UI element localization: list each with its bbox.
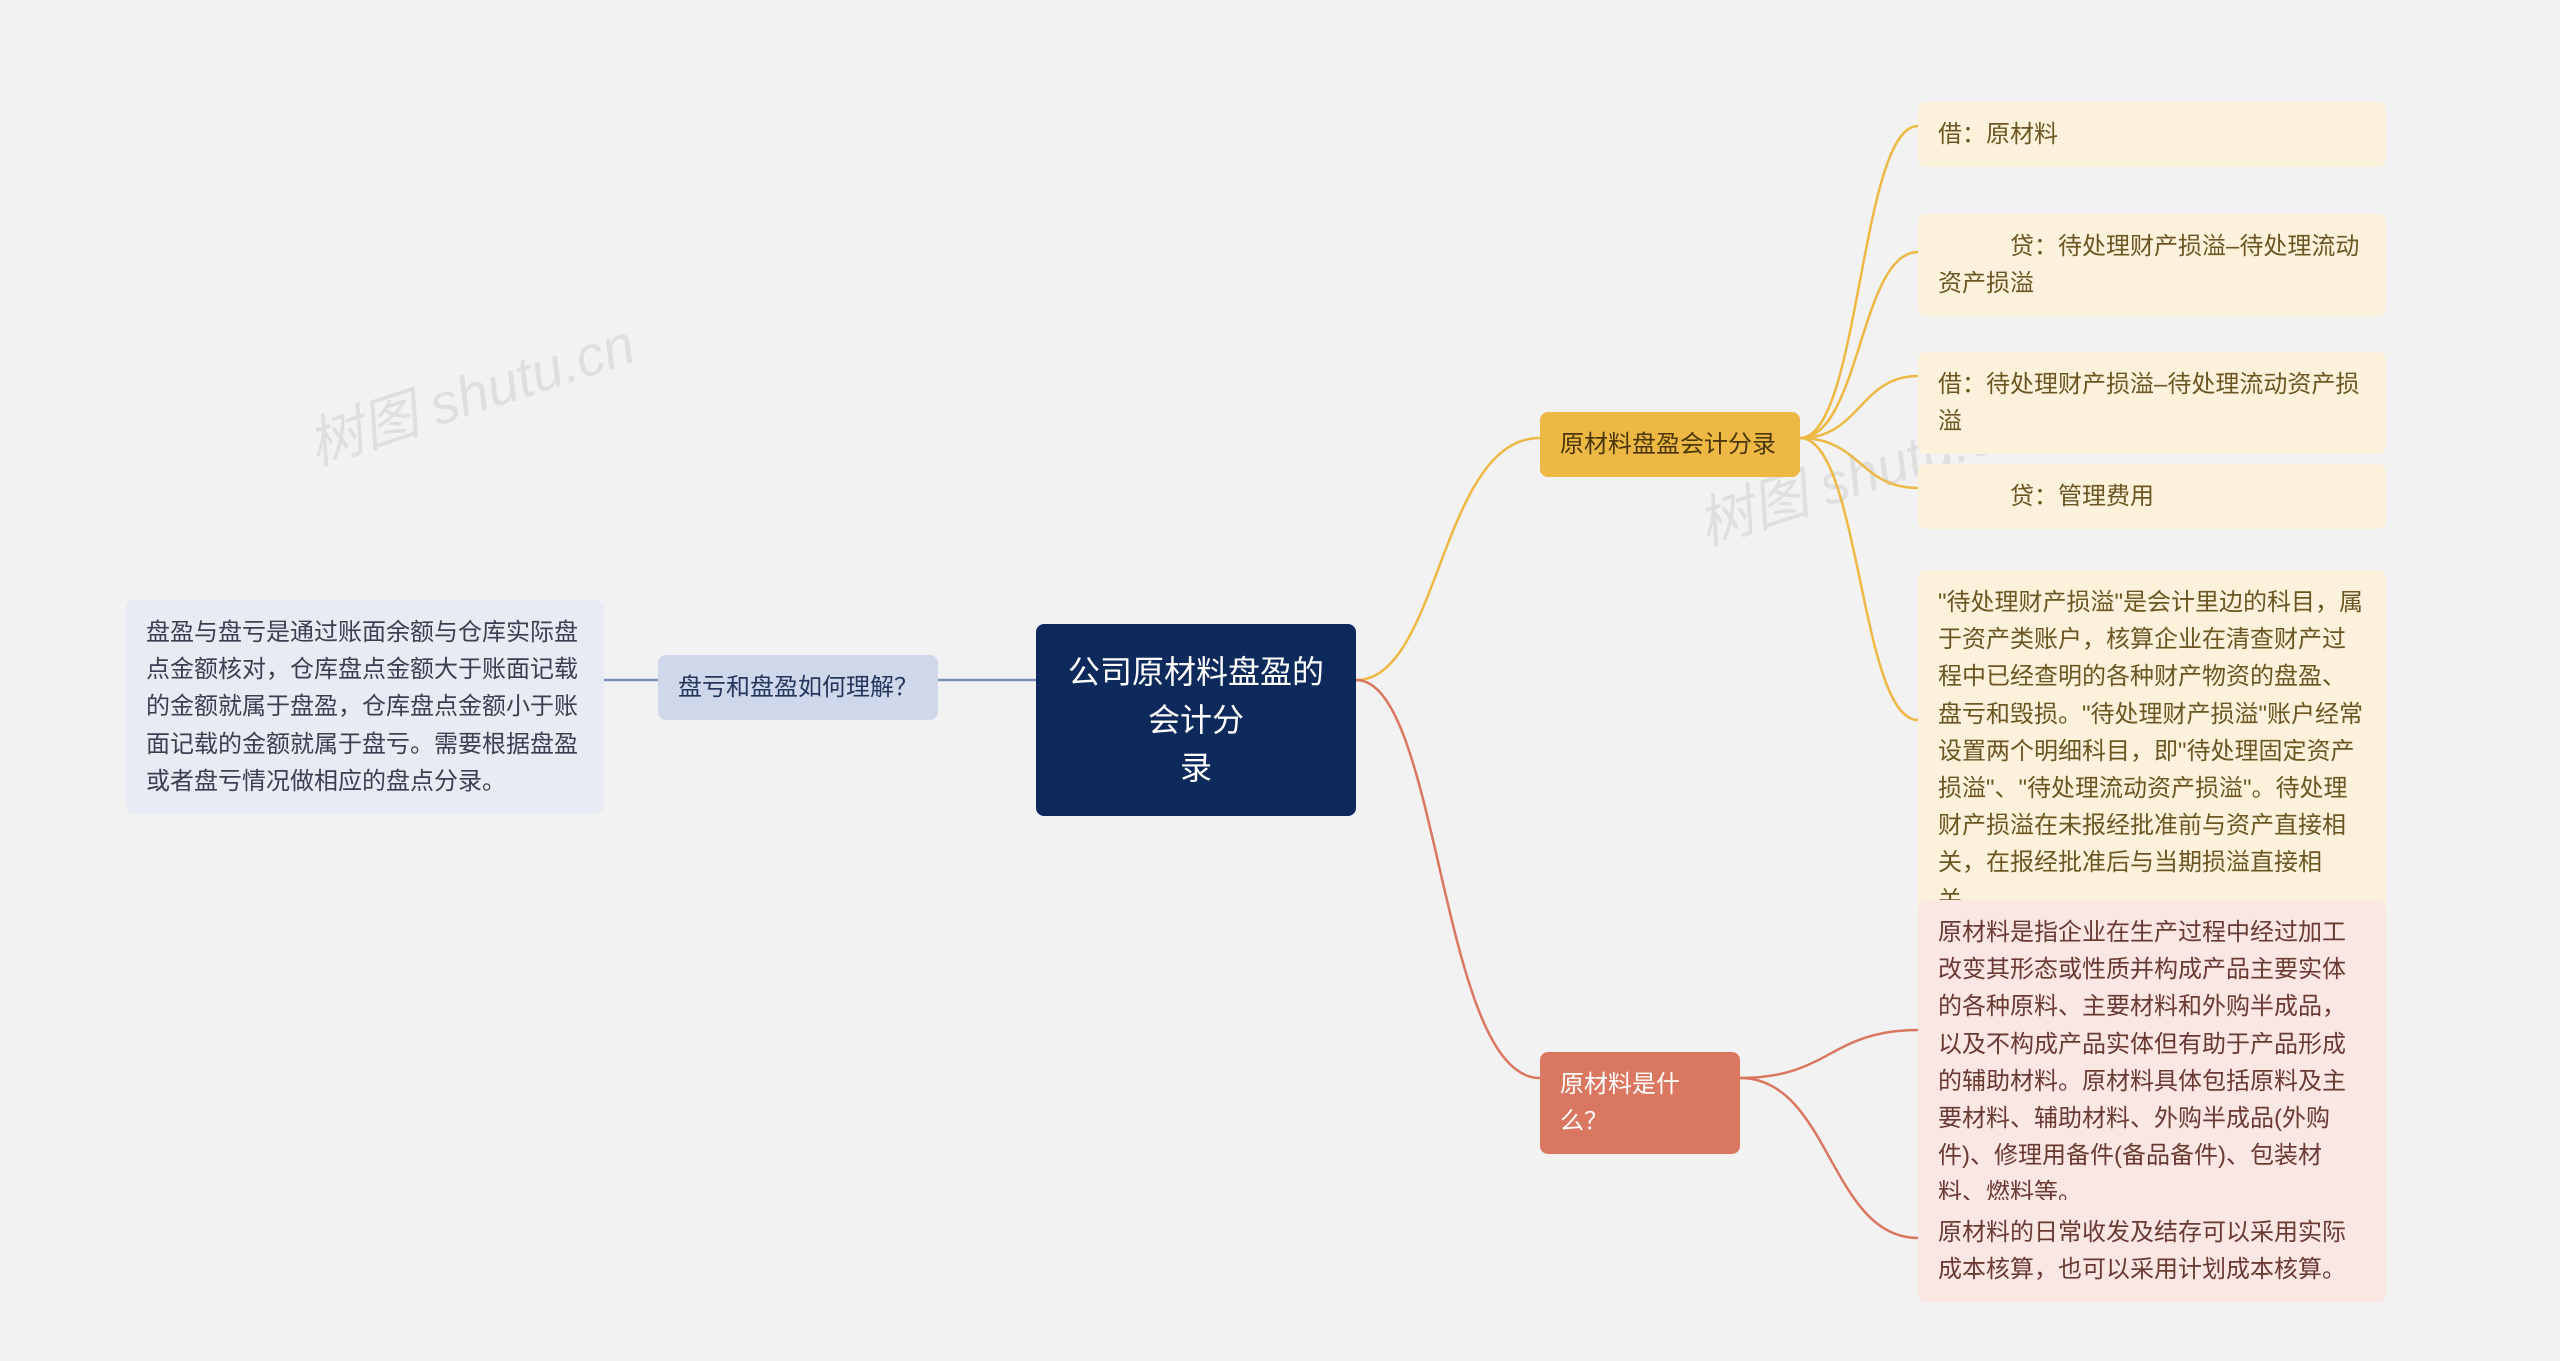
edge [1356,680,1540,1078]
branch-node-left[interactable]: 盘亏和盘盈如何理解？ [658,655,938,720]
leaf-node[interactable]: 原材料的日常收发及结存可以采用实际成本核算，也可以采用计划成本核算。 [1918,1200,2386,1302]
edge [1800,376,1918,438]
edge [1356,438,1540,680]
branch-node-rawmaterial[interactable]: 原材料是什么？ [1540,1052,1740,1154]
branch-node-accounting[interactable]: 原材料盘盈会计分录 [1540,412,1800,477]
edge [1740,1078,1918,1238]
edge [1800,126,1918,438]
leaf-node[interactable]: 借：原材料 [1918,102,2386,167]
watermark: 树图 shutu.cn [296,300,644,482]
edge [1800,438,1918,720]
leaf-node[interactable]: 原材料是指企业在生产过程中经过加工改变其形态或性质并构成产品主要实体的各种原料、… [1918,900,2386,1226]
mindmap-root[interactable]: 公司原材料盘盈的会计分录 [1036,624,1356,816]
leaf-node[interactable]: 贷：管理费用 [1918,464,2386,529]
leaf-node[interactable]: 借：待处理财产损溢–待处理流动资产损溢 [1918,352,2386,454]
leaf-node[interactable]: 盘盈与盘亏是通过账面余额与仓库实际盘点金额核对，仓库盘点金额大于账面记载的金额就… [126,600,604,814]
edge [1740,1030,1918,1078]
leaf-node[interactable]: "待处理财产损溢"是会计里边的科目，属于资产类账户，核算企业在清查财产过程中已经… [1918,570,2386,933]
root-label: 公司原材料盘盈的会计分录 [1068,654,1324,786]
edge [1800,252,1918,438]
leaf-node[interactable]: 贷：待处理财产损溢–待处理流动资产损溢 [1918,214,2386,316]
edge [1800,438,1918,488]
